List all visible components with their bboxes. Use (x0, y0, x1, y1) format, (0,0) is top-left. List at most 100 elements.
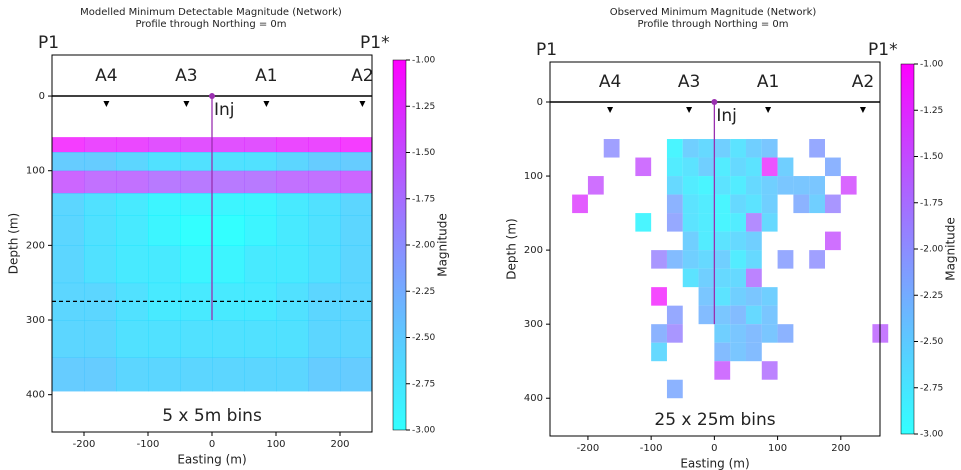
heat-cell (116, 357, 149, 392)
bin-cell (603, 139, 620, 158)
bin-cell (698, 287, 715, 306)
bin-cell (730, 305, 746, 325)
bin-cell (761, 324, 778, 343)
bin-cell (682, 250, 699, 269)
bin-cell (745, 250, 762, 269)
heat-cell (52, 320, 85, 358)
station-label: A1 (255, 66, 277, 86)
bin-cell (651, 250, 667, 269)
profile-end: P1* (360, 33, 390, 53)
heat-cell (148, 137, 181, 153)
colorbar (900, 63, 915, 435)
heat-cell (212, 170, 245, 194)
bin-cell (714, 139, 731, 158)
colorbar-tick-label: -2.75 (412, 379, 435, 389)
heat-cell (340, 152, 373, 172)
y-axis-label: Depth (m) (7, 213, 21, 274)
bin-cell (587, 176, 604, 195)
colorbar-tick-label: -1.50 (412, 148, 436, 158)
bin-cell (714, 176, 731, 195)
bin-cell (666, 213, 683, 232)
heat-cell (148, 152, 181, 172)
heat-cell (52, 170, 85, 194)
bin-cell (730, 342, 746, 362)
bin-cell (682, 176, 699, 195)
x-tick-label: -200 (577, 443, 600, 454)
bin-cell (698, 157, 715, 177)
injection-label: Inj (214, 100, 235, 120)
y-tick-label: 400 (26, 390, 45, 401)
bin-cell (745, 157, 762, 177)
bins-label: 5 x 5m bins (162, 406, 262, 426)
bin-cell (714, 231, 731, 251)
bin-cell (809, 176, 825, 195)
station-marker (103, 101, 110, 108)
bin-cell (714, 250, 731, 269)
bin-cell (698, 268, 715, 288)
colorbar-tick-label: -1.00 (920, 60, 944, 70)
x-axis-label: Easting (m) (680, 457, 749, 470)
bin-cell (666, 176, 683, 195)
bin-cell (745, 231, 762, 251)
heat-cell (244, 215, 277, 246)
bin-cell (666, 250, 683, 269)
heat-cell (84, 320, 117, 358)
heat-cell (116, 152, 149, 172)
heat-cell (52, 357, 85, 392)
bin-cell (745, 213, 762, 232)
bin-cell (793, 194, 810, 214)
heat-cell (180, 152, 213, 172)
colorbar-tick-label: -1.50 (920, 152, 944, 162)
colorbar-tick-label: -2.50 (412, 333, 436, 343)
colorbar-tick-label: -3.00 (412, 426, 436, 436)
heat-cell (180, 170, 213, 194)
heat-cell (52, 215, 85, 246)
station-label: A3 (678, 72, 700, 92)
chart-subtitle: Profile through Northing = 0m (637, 19, 788, 30)
bin-cell (745, 342, 762, 362)
heat-cell (180, 137, 213, 153)
bin-cell (825, 231, 841, 251)
bin-cell (714, 342, 731, 362)
colorbar-label: Magnitude (944, 217, 958, 281)
colorbar-tick-label: -1.00 (412, 56, 436, 66)
heat-cell (308, 137, 341, 153)
colorbar-tick-label: -1.25 (920, 106, 943, 116)
x-tick-label: 0 (209, 439, 215, 450)
heat-cell (276, 245, 309, 284)
station-label: A4 (599, 72, 621, 92)
injection-point (209, 93, 215, 100)
bin-cell (666, 139, 683, 158)
bin-cell (730, 213, 746, 232)
bin-cell (730, 139, 746, 158)
heat-cell (148, 215, 181, 246)
heat-cell (212, 357, 245, 392)
heat-cell (340, 170, 373, 194)
station-label: A1 (757, 72, 779, 92)
bin-cell (682, 194, 699, 214)
heat-cell (148, 357, 181, 392)
heat-cell (116, 137, 149, 153)
bin-cell (714, 268, 731, 288)
heat-cell (308, 215, 341, 246)
station-label: A2 (351, 66, 373, 86)
x-tick-label: -200 (73, 439, 96, 450)
bin-cell (698, 194, 715, 214)
heat-cell (308, 320, 341, 358)
bin-cell (714, 157, 731, 177)
bin-cell (730, 231, 746, 251)
bin-cell (682, 231, 699, 251)
bin-cell (793, 176, 810, 195)
bin-cell (745, 139, 762, 158)
heat-cell (84, 357, 117, 392)
station-marker (359, 101, 366, 108)
heat-cell (84, 152, 117, 172)
y-tick-label: 0 (39, 91, 45, 102)
heat-cell (180, 320, 213, 358)
heat-cell (148, 170, 181, 194)
bin-cell (730, 268, 746, 288)
bin-cell (572, 194, 588, 214)
y-tick-label: 300 (26, 315, 45, 326)
bin-cell (698, 305, 715, 325)
bin-cell (698, 139, 715, 158)
